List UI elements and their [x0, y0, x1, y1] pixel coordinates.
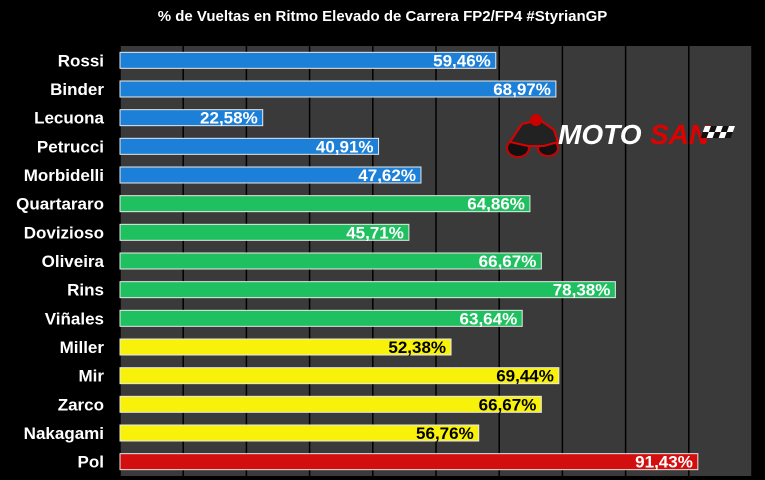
- category-label: Petrucci: [37, 137, 104, 156]
- motorcycle-rider-icon: [506, 114, 560, 158]
- checkered-flag-icon: [700, 126, 735, 138]
- bar-petrucci: [119, 137, 380, 155]
- category-label: Nakagami: [24, 424, 104, 443]
- value-label: 68,97%: [493, 80, 551, 99]
- bar-rins: [119, 281, 616, 299]
- category-label: Miller: [60, 338, 105, 357]
- value-label: 69,44%: [496, 367, 554, 386]
- category-label: Lecuona: [34, 109, 104, 128]
- value-label: 52,38%: [388, 338, 446, 357]
- bar-nakagami: [119, 424, 480, 442]
- value-label: 40,91%: [316, 137, 374, 156]
- labels: Rossi 59,46% Binder 68,97% Lecuona 22,58% Petr…: [16, 51, 693, 471]
- bar-lecuona: [119, 109, 264, 127]
- bar-mir: [119, 367, 560, 385]
- value-label: 63,64%: [460, 309, 518, 328]
- bar-miller: [119, 338, 452, 356]
- bar-binder: [119, 80, 557, 98]
- bar-zarco: [119, 395, 542, 413]
- bar-rossi: [119, 51, 497, 69]
- bar-oliveira: [119, 252, 542, 270]
- category-label: Rins: [67, 281, 104, 300]
- value-label: 91,43%: [635, 453, 693, 472]
- chart-title: % de Vueltas en Ritmo Elevado de Carrera…: [157, 8, 608, 25]
- bars: [119, 51, 699, 471]
- category-label: Viñales: [45, 309, 104, 328]
- bar-quartararo: [119, 195, 531, 213]
- motosan-logo: MOTO SAN: [506, 114, 735, 158]
- category-label: Mir: [79, 367, 105, 386]
- value-label: 66,67%: [479, 252, 537, 271]
- category-label: Zarco: [58, 395, 104, 414]
- value-label: 78,38%: [553, 281, 611, 300]
- category-label: Oliveira: [42, 252, 105, 271]
- bar-morbidelli: [119, 166, 422, 184]
- bar-pol: [119, 453, 699, 471]
- value-label: 59,46%: [433, 51, 491, 70]
- logo-text-san: SAN: [650, 119, 710, 150]
- value-label: 66,67%: [479, 395, 537, 414]
- category-label: Binder: [50, 80, 104, 99]
- value-label: 45,71%: [346, 223, 404, 242]
- value-label: 56,76%: [416, 424, 474, 443]
- value-label: 47,62%: [358, 166, 416, 185]
- category-label: Quartararo: [16, 195, 104, 214]
- bar-dovizioso: [119, 223, 410, 241]
- category-label: Pol: [78, 453, 104, 472]
- category-label: Rossi: [58, 51, 104, 70]
- value-label: 22,58%: [200, 109, 258, 128]
- logo-text-moto: MOTO: [558, 119, 642, 150]
- bar-viñales: [119, 309, 523, 327]
- value-label: 64,86%: [467, 195, 525, 214]
- category-label: Dovizioso: [24, 223, 104, 242]
- category-label: Morbidelli: [24, 166, 104, 185]
